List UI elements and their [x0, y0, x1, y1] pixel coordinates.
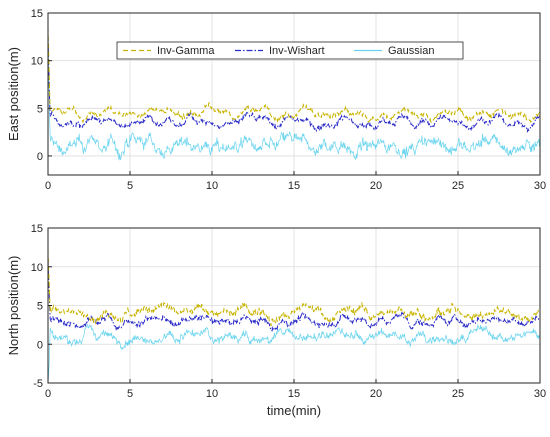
- y-tick-label: 15: [31, 8, 43, 20]
- legend-entry-inv-gamma: Inv-Gamma: [157, 45, 215, 57]
- series-line-inv-gamma: [47, 27, 541, 124]
- x-tick-label: 15: [288, 180, 300, 192]
- y-tick-label: 10: [31, 262, 43, 274]
- chart-panel-1: 0 5 10 15 20 25 30 0 5 10 15 East position(m) Inv-Ga…: [6, 8, 546, 192]
- y-tick-label: 10: [31, 56, 43, 68]
- legend-entry-gaussian: Gaussian: [388, 45, 434, 57]
- x-tick-label: 10: [206, 180, 218, 192]
- series-line-inv-gamma: [47, 249, 541, 327]
- y-tick-label: 0: [37, 339, 43, 351]
- legend-box: [116, 41, 464, 60]
- y-tick-label: 0: [37, 151, 43, 163]
- x-tick-label: 10: [206, 388, 218, 400]
- y-tick-label: 15: [31, 223, 43, 235]
- x-tick-label: 0: [45, 388, 51, 400]
- y-axis-label: East position(m): [6, 47, 21, 141]
- y-axis-label: North position(m): [6, 256, 21, 356]
- series-line-inv-wishart: [47, 258, 541, 333]
- x-tick-label: 20: [370, 388, 382, 400]
- y-tick-label: 5: [37, 103, 43, 115]
- legend: Inv-Gamma Inv-Wishart Gaussian: [116, 41, 464, 60]
- series-line-gaussian: [47, 31, 541, 161]
- x-tick-label: 30: [534, 388, 546, 400]
- legend-entry-inv-wishart: Inv-Wishart: [269, 45, 325, 57]
- x-tick-label: 30: [534, 180, 546, 192]
- series-line-inv-wishart: [47, 35, 541, 134]
- x-tick-label: 5: [127, 388, 133, 400]
- x-tick-label: 0: [45, 180, 51, 192]
- x-tick-label: 5: [127, 180, 133, 192]
- x-tick-label: 25: [452, 388, 464, 400]
- series-line-gaussian: [47, 323, 541, 384]
- y-tick-label: 5: [37, 301, 43, 313]
- x-tick-label: 15: [288, 388, 300, 400]
- x-axis-label: time(min): [267, 403, 321, 418]
- x-tick-label: 20: [370, 180, 382, 192]
- y-tick-label: -5: [33, 378, 43, 390]
- x-tick-label: 25: [452, 180, 464, 192]
